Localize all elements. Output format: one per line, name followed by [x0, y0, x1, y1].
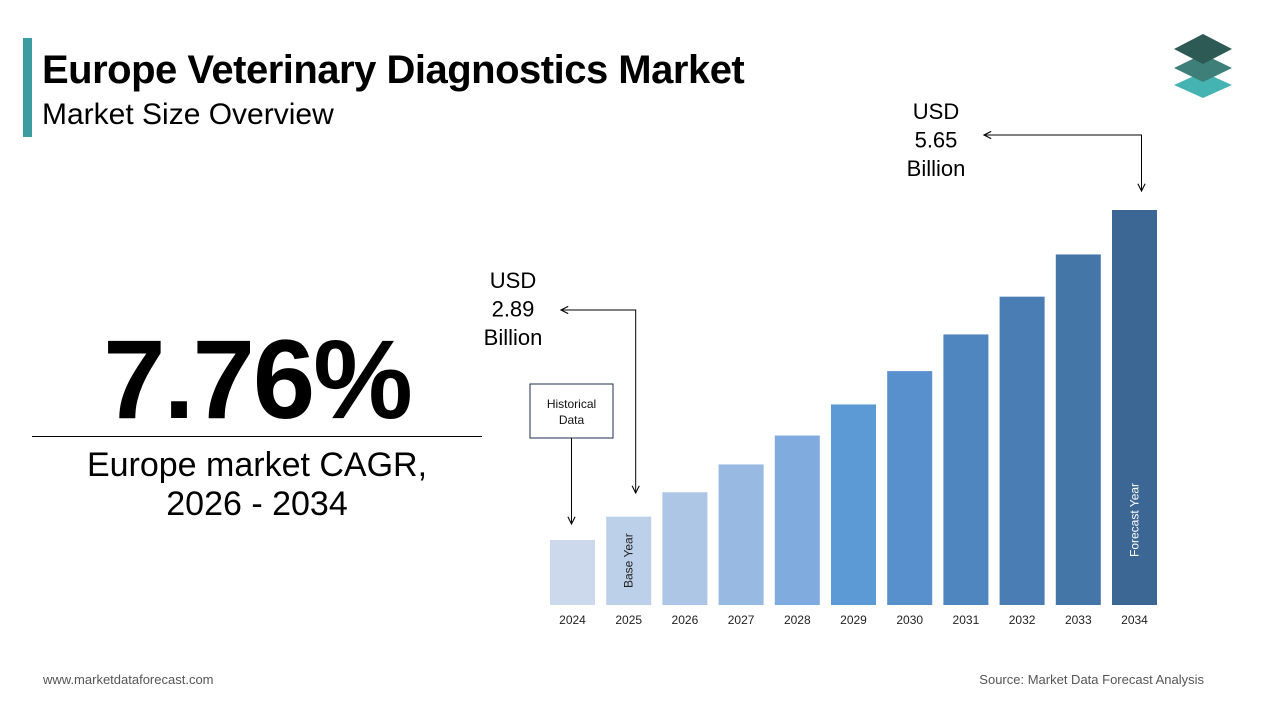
- bar-label-2025: Base Year: [622, 533, 636, 588]
- callout-2025-line-2: 2.89: [492, 297, 535, 322]
- callout-2025-line-1: USD: [490, 268, 536, 293]
- x-tick-2028: 2028: [784, 613, 811, 627]
- bar-2026: [662, 492, 708, 605]
- bar-2033: [1055, 254, 1101, 605]
- cagr-label: Europe market CAGR, 2026 - 2034: [32, 446, 482, 524]
- callout-2034-line-2: 5.65: [915, 128, 958, 153]
- cagr-divider: [32, 436, 482, 437]
- bar-2032: [999, 296, 1045, 605]
- callout-2025-line-3: Billion: [484, 325, 543, 350]
- bar-2028: [774, 435, 820, 605]
- cagr-value: 7.76%: [103, 317, 413, 442]
- bar-2029: [831, 404, 876, 605]
- bar-2031: [943, 334, 989, 605]
- bar-2030: [887, 371, 933, 605]
- historical-data-label-2: Data: [559, 413, 585, 427]
- callout-2034-line-3: Billion: [907, 156, 966, 181]
- bar-label-2034: Forecast Year: [1128, 483, 1142, 557]
- bar-2027: [718, 464, 764, 605]
- footer-website: www.marketdataforecast.com: [43, 672, 214, 687]
- page-subtitle: Market Size Overview: [42, 98, 334, 131]
- x-tick-2026: 2026: [672, 613, 699, 627]
- callout-2034-line-1: USD: [913, 99, 959, 124]
- footer-source: Source: Market Data Forecast Analysis: [979, 672, 1204, 687]
- x-tick-2025: 2025: [615, 613, 642, 627]
- x-tick-2024: 2024: [559, 613, 586, 627]
- x-tick-2027: 2027: [728, 613, 755, 627]
- callout-arrow-2034: [984, 135, 1142, 191]
- x-tick-2029: 2029: [840, 613, 867, 627]
- title-accent-bar: [23, 38, 32, 137]
- stacked-layers-icon: [1174, 34, 1232, 98]
- bar-2024: [550, 540, 595, 605]
- bar-2034: [1112, 210, 1157, 605]
- x-tick-2034: 2034: [1121, 613, 1148, 627]
- cagr-label-line1: Europe market CAGR,: [86, 446, 428, 484]
- historical-data-label-1: Historical: [547, 397, 596, 411]
- callout-arrow-2025: [561, 310, 636, 493]
- page-title: Europe Veterinary Diagnostics Market: [42, 48, 745, 92]
- x-tick-2031: 2031: [953, 613, 980, 627]
- bar-2025: [606, 516, 652, 605]
- cagr-label-line2: 2026 - 2034: [166, 485, 348, 523]
- historical-data-box: [529, 383, 614, 439]
- x-tick-2032: 2032: [1009, 613, 1036, 627]
- x-tick-2033: 2033: [1065, 613, 1092, 627]
- x-tick-2030: 2030: [896, 613, 923, 627]
